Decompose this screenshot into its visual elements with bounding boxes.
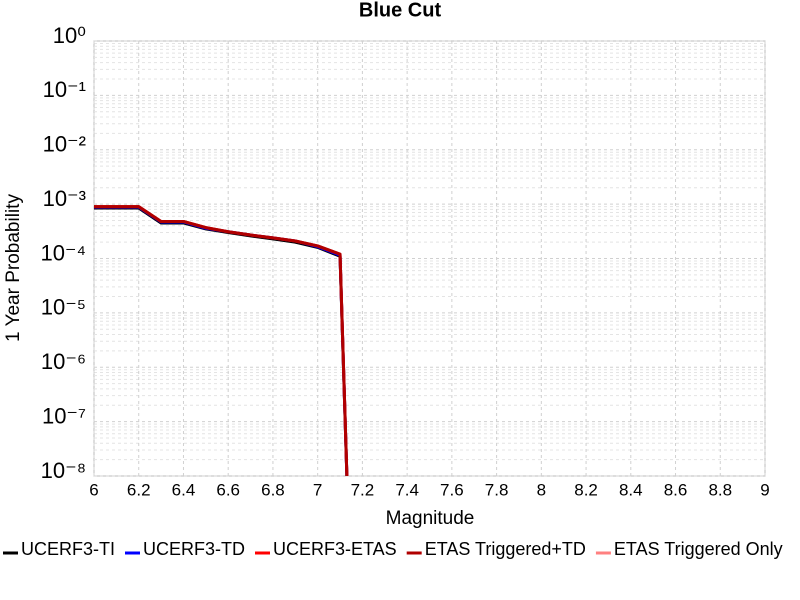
x-tick-label: 8.6 (664, 480, 688, 499)
x-tick-label: 7.6 (440, 480, 464, 499)
y-tick-label: 10⁻² (43, 132, 86, 157)
chart-title: Blue Cut (359, 0, 442, 21)
y-axis-label: 1 Year Probability (3, 194, 24, 342)
y-tick-label: 10⁻¹ (43, 77, 86, 102)
series-group (94, 205, 349, 476)
y-tick-label: 10⁰ (53, 23, 86, 48)
x-axis-label: Magnitude (386, 508, 475, 529)
x-tick-label: 8 (537, 480, 546, 499)
x-tick-label: 6.6 (216, 480, 240, 499)
x-tick-label: 7.8 (485, 480, 509, 499)
x-tick-label: 7 (313, 480, 322, 499)
legend-label: UCERF3-TD (143, 539, 245, 559)
y-tick-label: 10⁻⁴ (40, 240, 86, 265)
y-tick-label: 10⁻⁷ (42, 403, 86, 428)
x-tick-label: 7.4 (395, 480, 419, 499)
legend-label: UCERF3-ETAS (273, 539, 397, 559)
x-tick-label: 6.2 (127, 480, 151, 499)
x-tick-label: 8.2 (574, 480, 598, 499)
y-tick-label: 10⁻⁸ (41, 458, 86, 483)
series-line (94, 205, 349, 476)
x-tick-label: 6.4 (172, 480, 196, 499)
x-tick-label: 7.2 (351, 480, 375, 499)
x-tick-label: 6 (89, 480, 98, 499)
x-tick-label: 8.8 (708, 480, 732, 499)
y-tick-label: 10⁻⁶ (41, 349, 86, 374)
y-tick-label: 10⁻⁵ (41, 295, 86, 320)
x-tick-label: 6.8 (261, 480, 285, 499)
x-tick-label: 9 (760, 480, 769, 499)
legend-label: ETAS Triggered Only (614, 539, 783, 559)
y-tick-label: 10⁻³ (43, 186, 86, 211)
x-tick-label: 8.4 (619, 480, 643, 499)
legend-label: UCERF3-TI (21, 539, 115, 559)
legend-label: ETAS Triggered+TD (425, 539, 586, 559)
